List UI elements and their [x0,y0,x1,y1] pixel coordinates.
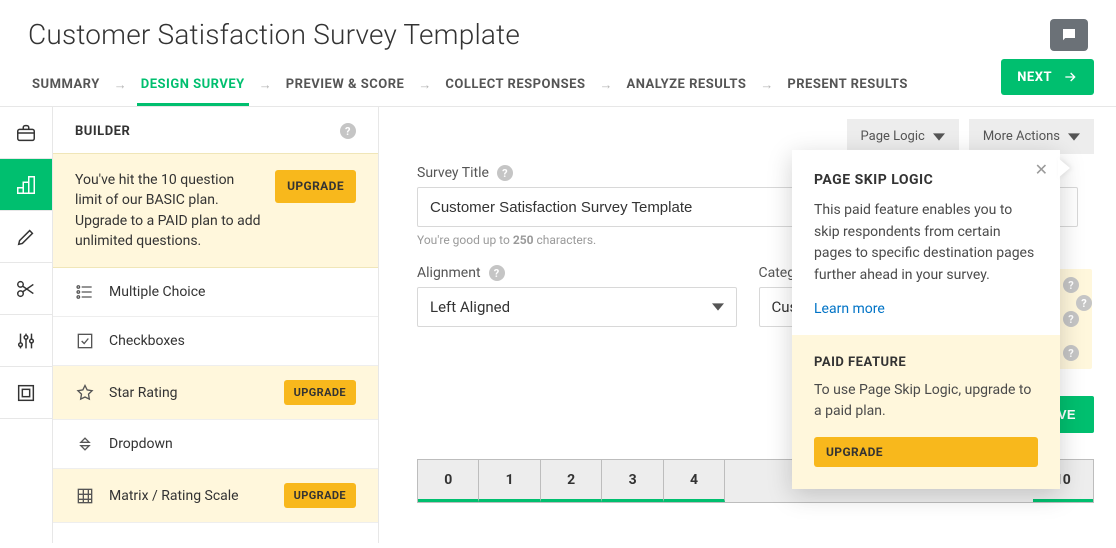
help-icon[interactable]: ? [340,123,356,139]
rail-sliders[interactable] [0,315,52,367]
grid-icon [15,174,37,196]
paid-feature-body: To use Page Skip Logic, upgrade to a pai… [814,380,1038,423]
step-preview-score[interactable]: PREVIEW & SCORE [282,67,409,106]
upgrade-banner: You've hit the 10 question limit of our … [53,153,378,268]
chevron-right-icon: → [259,77,272,97]
toolbox-icon [15,122,37,144]
survey-title-label: Survey Title [417,165,489,181]
image-frame-icon [15,382,37,404]
step-summary[interactable]: SUMMARY [28,67,104,106]
alignment-select[interactable]: Left Aligned [417,287,737,327]
nps-0[interactable]: 0 [418,460,479,502]
upgrade-button[interactable]: UPGRADE [275,170,356,203]
rail-build[interactable] [0,107,52,159]
rail-edit[interactable] [0,211,52,263]
builder-sidebar: BUILDER ? You've hit the 10 question lim… [53,107,379,543]
nps-3[interactable]: 3 [602,460,663,502]
alignment-label: Alignment [417,265,481,281]
caret-down-icon [1068,131,1080,143]
step-collect-responses[interactable]: COLLECT RESPONSES [441,67,589,106]
popover-body: This paid feature enables you to skip re… [814,200,1038,287]
qtype-checkboxes[interactable]: Checkboxes [53,317,378,366]
help-icon[interactable]: ? [1063,311,1079,327]
pencil-icon [15,226,37,248]
learn-more-link[interactable]: Learn more [814,301,885,317]
rail-cut[interactable] [0,263,52,315]
help-icon[interactable]: ? [497,165,513,181]
caret-down-icon [712,301,724,313]
popover-arrow [1058,158,1070,178]
step-present-results[interactable]: PRESENT RESULTS [783,67,912,106]
qtype-multiple-choice[interactable]: Multiple Choice [53,268,378,317]
sliders-icon [15,330,37,352]
arrow-right-icon [1062,69,1078,85]
rail-layout[interactable] [0,159,52,211]
nps-2[interactable]: 2 [541,460,602,502]
step-design-survey[interactable]: DESIGN SURVEY [137,67,249,106]
help-icon[interactable]: ? [1076,295,1092,311]
qtype-label: Dropdown [109,436,173,452]
chevron-right-icon: → [418,77,431,97]
step-nav: SUMMARY → DESIGN SURVEY → PREVIEW & SCOR… [0,61,1116,107]
help-icon[interactable]: ? [489,265,505,281]
helper-prefix: You're good up to [417,233,513,247]
helper-suffix: characters. [533,233,596,247]
step-analyze-results[interactable]: ANALYZE RESULTS [622,67,750,106]
popover-title: PAGE SKIP LOGIC [814,172,1038,188]
upgrade-button[interactable]: UPGRADE [814,437,1038,467]
qtype-dropdown[interactable]: Dropdown [53,420,378,469]
page-title: Customer Satisfaction Survey Template [28,18,520,51]
sort-icon [75,434,95,454]
close-icon[interactable]: ✕ [1035,160,1048,179]
qtype-label: Star Rating [109,385,178,401]
upgrade-banner-text: You've hit the 10 question limit of our … [75,170,261,251]
chevron-right-icon: → [599,77,612,97]
star-icon [75,383,95,403]
qtype-label: Checkboxes [109,333,185,349]
chevron-right-icon: → [760,77,773,97]
qtype-label: Multiple Choice [109,284,205,300]
qtype-matrix[interactable]: Matrix / Rating Scale UPGRADE [53,469,378,523]
next-button-label: NEXT [1017,70,1052,85]
qtype-star-rating[interactable]: Star Rating UPGRADE [53,366,378,420]
scissors-icon [15,278,37,300]
matrix-icon [75,486,95,506]
rail-present[interactable] [0,367,52,419]
paid-feature-title: PAID FEATURE [814,355,1038,370]
chat-button[interactable] [1050,19,1088,51]
help-icon[interactable]: ? [1063,277,1079,293]
page-skip-logic-popover: ✕ PAGE SKIP LOGIC This paid feature enab… [792,150,1060,489]
list-icon [75,282,95,302]
upgrade-button[interactable]: UPGRADE [284,483,356,508]
tool-rail [0,107,53,543]
checkbox-icon [75,331,95,351]
helper-limit: 250 [513,233,534,247]
chat-icon [1060,26,1078,44]
chevron-right-icon: → [114,77,127,97]
sidebar-title: BUILDER [75,124,130,139]
qtype-label: Matrix / Rating Scale [109,488,239,504]
nps-4[interactable]: 4 [664,460,725,502]
next-button[interactable]: NEXT [1001,59,1094,95]
page-logic-label: Page Logic [861,129,925,144]
alignment-value: Left Aligned [430,298,510,316]
page-logic-button[interactable]: Page Logic [847,119,959,154]
nps-1[interactable]: 1 [479,460,540,502]
more-actions-label: More Actions [983,129,1060,144]
upgrade-button[interactable]: UPGRADE [284,380,356,405]
help-icon[interactable]: ? [1063,345,1079,361]
caret-down-icon [933,131,945,143]
more-actions-button[interactable]: More Actions [969,119,1094,154]
